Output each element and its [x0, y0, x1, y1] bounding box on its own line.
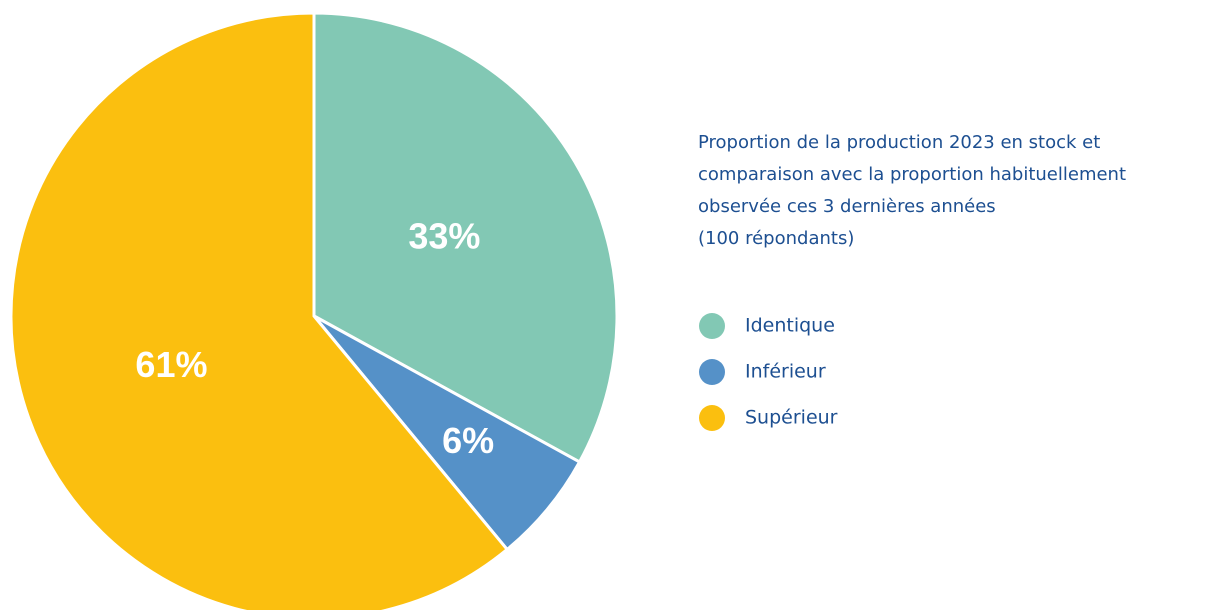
chart-title: comparaison avec la proportion habituell…	[698, 164, 1126, 185]
legend-marker	[699, 405, 725, 431]
pie-slice	[312, 11, 619, 465]
legend-marker	[699, 313, 725, 339]
pie-slice	[9, 11, 510, 610]
data-label: 33%	[408, 215, 480, 256]
chart-subtitle: (100 répondants)	[698, 228, 854, 249]
chart-title: observée ces 3 dernières années	[698, 196, 996, 217]
data-label: 61%	[135, 344, 207, 385]
chart-title: Proportion de la production 2023 en stoc…	[698, 132, 1100, 153]
data-label: 6%	[442, 420, 494, 461]
legend-label: Identique	[745, 315, 835, 337]
legend-label: Inférieur	[745, 361, 826, 383]
legend-marker	[699, 359, 725, 385]
legend-label: Supérieur	[745, 407, 838, 429]
